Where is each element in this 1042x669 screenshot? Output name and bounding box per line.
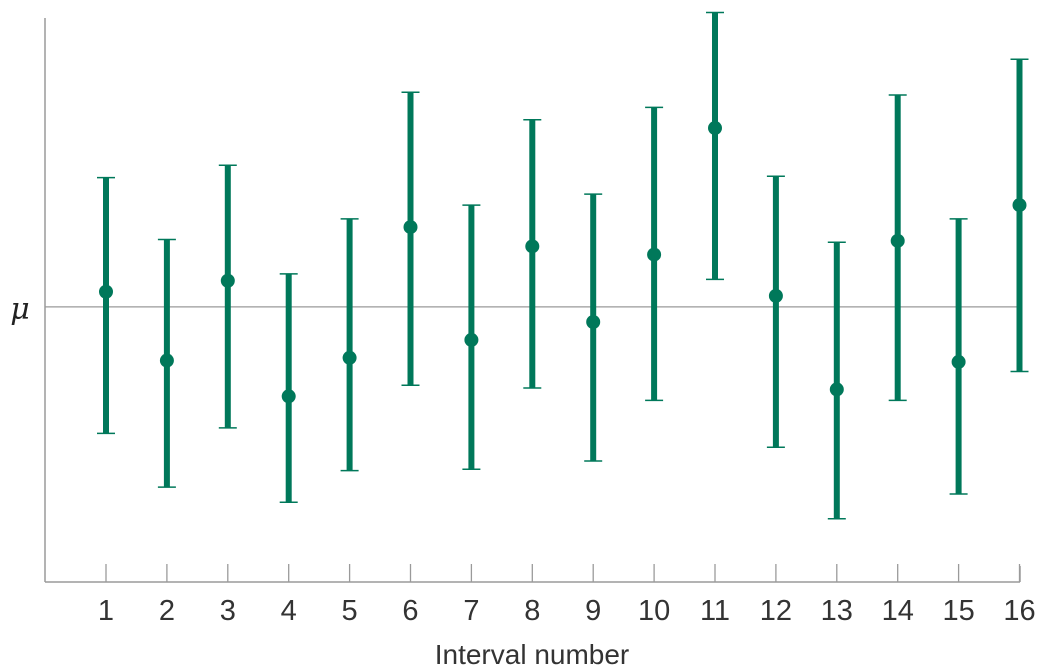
interval-5	[340, 218, 359, 472]
interval-center-point-16	[1012, 198, 1027, 213]
interval-center-point-7	[464, 332, 479, 347]
x-tick-label-1: 1	[98, 595, 114, 627]
interval-12	[766, 175, 785, 448]
interval-center-point-3	[220, 273, 235, 288]
interval-center-point-12	[768, 288, 783, 303]
x-tick-label-2: 2	[159, 595, 175, 627]
interval-2	[157, 238, 176, 488]
interval-13	[827, 241, 846, 520]
interval-15	[949, 218, 968, 495]
interval-center-point-1	[99, 284, 113, 299]
interval-8	[523, 119, 542, 389]
x-axis-ticks	[105, 564, 1021, 582]
interval-16	[1010, 58, 1029, 373]
interval-center-point-15	[951, 354, 966, 369]
x-tick-label-6: 6	[402, 595, 418, 627]
interval-4	[279, 273, 298, 503]
interval-center-point-9	[586, 315, 601, 330]
interval-center-point-11	[708, 121, 722, 136]
interval-center-point-5	[342, 350, 357, 365]
interval-center-point-10	[647, 247, 662, 262]
x-tick-label-13: 13	[821, 595, 853, 627]
x-tick-label-16: 16	[1003, 595, 1035, 627]
x-tick-label-8: 8	[524, 595, 540, 627]
x-tick-label-11: 11	[700, 595, 730, 627]
interval-center-point-6	[403, 220, 418, 235]
x-tick-label-10: 10	[638, 595, 670, 627]
x-axis-title: Interval number	[435, 639, 630, 669]
interval-center-point-14	[890, 233, 905, 248]
interval-3	[218, 164, 237, 429]
x-tick-label-15: 15	[942, 595, 974, 627]
x-tick-label-12: 12	[760, 595, 792, 627]
interval-center-point-13	[829, 382, 844, 397]
x-tick-label-14: 14	[882, 595, 914, 627]
interval-7	[462, 204, 481, 470]
x-tick-labels: 1 2 3 4 5 6 7 8 9 10 11 12 13 14 15 16	[98, 595, 1036, 627]
x-tick-label-9: 9	[585, 595, 601, 627]
interval-center-point-4	[281, 389, 296, 404]
x-tick-label-4: 4	[281, 595, 297, 627]
x-tick-label-3: 3	[220, 595, 236, 627]
interval-bars	[97, 11, 1029, 520]
interval-6	[401, 91, 420, 387]
x-tick-label-7: 7	[463, 595, 479, 627]
interval-center-point-2	[159, 353, 174, 368]
x-tick-label-5: 5	[342, 595, 358, 627]
interval-center-point-8	[525, 239, 540, 254]
interval-9	[584, 193, 603, 462]
mu-label: μ	[10, 292, 30, 327]
interval-11	[706, 11, 724, 281]
interval-14	[888, 94, 907, 402]
interval-10	[645, 106, 664, 402]
interval-1	[97, 176, 115, 435]
